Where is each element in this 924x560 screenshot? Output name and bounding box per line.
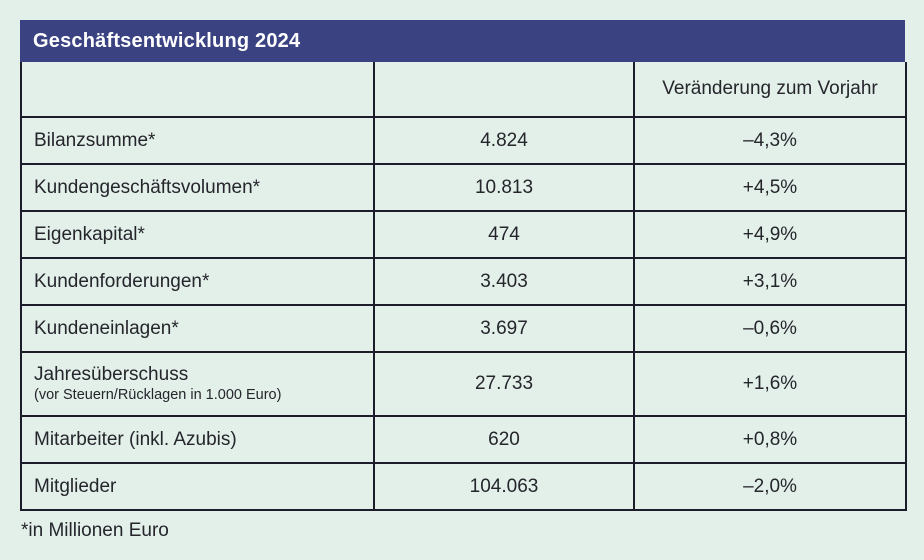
row-value: 27.733 — [373, 351, 635, 417]
row-change: –4,3% — [633, 116, 907, 165]
table-title: Geschäftsentwicklung 2024 — [33, 29, 301, 52]
row-label-cell: Eigenkapital* — [20, 210, 375, 259]
row-value: 104.063 — [373, 462, 635, 511]
table-row: Mitglieder 104.063 –2,0% — [20, 462, 907, 511]
business-development-table: Veränderung zum Vorjahr Bilanzsumme* 4.8… — [20, 62, 907, 511]
row-label: Kundenforderungen* — [34, 270, 210, 292]
table-row: Bilanzsumme* 4.824 –4,3% — [20, 116, 907, 165]
row-value: 474 — [373, 210, 635, 259]
row-label-cell: Kundengeschäftsvolumen* — [20, 163, 375, 212]
row-label-cell: Kundenforderungen* — [20, 257, 375, 306]
row-change: +3,1% — [633, 257, 907, 306]
row-value: 4.824 — [373, 116, 635, 165]
row-label: Mitglieder — [34, 475, 117, 497]
row-change: +4,5% — [633, 163, 907, 212]
row-sublabel: (vor Steuern/Rücklagen in 1.000 Euro) — [34, 386, 282, 403]
row-label: Kundeneinlagen* — [34, 317, 179, 339]
table-row: Mitarbeiter (inkl. Azubis) 620 +0,8% — [20, 415, 907, 464]
row-change: –0,6% — [633, 304, 907, 353]
row-value: 3.403 — [373, 257, 635, 306]
row-change: +0,8% — [633, 415, 907, 464]
table-row: Kundengeschäftsvolumen* 10.813 +4,5% — [20, 163, 907, 212]
row-label: Mitarbeiter (inkl. Azubis) — [34, 428, 237, 450]
row-value: 620 — [373, 415, 635, 464]
row-label-cell: Mitarbeiter (inkl. Azubis) — [20, 415, 375, 464]
row-label: Kundengeschäftsvolumen* — [34, 176, 261, 198]
header-cell-change: Veränderung zum Vorjahr — [633, 62, 907, 118]
header-cell-value — [373, 62, 635, 118]
row-label-cell: Jahresüberschuss (vor Steuern/Rücklagen … — [20, 351, 375, 417]
table-row: Kundeneinlagen* 3.697 –0,6% — [20, 304, 907, 353]
table-row: Kundenforderungen* 3.403 +3,1% — [20, 257, 907, 306]
row-label-cell: Mitglieder — [20, 462, 375, 511]
row-value: 3.697 — [373, 304, 635, 353]
table-header-row: Veränderung zum Vorjahr — [20, 62, 907, 118]
row-change: –2,0% — [633, 462, 907, 511]
row-change: +1,6% — [633, 351, 907, 417]
row-change: +4,9% — [633, 210, 907, 259]
row-value: 10.813 — [373, 163, 635, 212]
table-row: Eigenkapital* 474 +4,9% — [20, 210, 907, 259]
row-label: Eigenkapital* — [34, 223, 145, 245]
row-label-cell: Kundeneinlagen* — [20, 304, 375, 353]
row-label: Jahresüberschuss — [34, 363, 189, 385]
row-label: Bilanzsumme* — [34, 129, 156, 151]
footnote: *in Millionen Euro — [21, 520, 169, 541]
table-row: Jahresüberschuss (vor Steuern/Rücklagen … — [20, 351, 907, 417]
row-label-cell: Bilanzsumme* — [20, 116, 375, 165]
table-title-bar: Geschäftsentwicklung 2024 — [20, 20, 905, 62]
header-cell-label — [20, 62, 375, 118]
